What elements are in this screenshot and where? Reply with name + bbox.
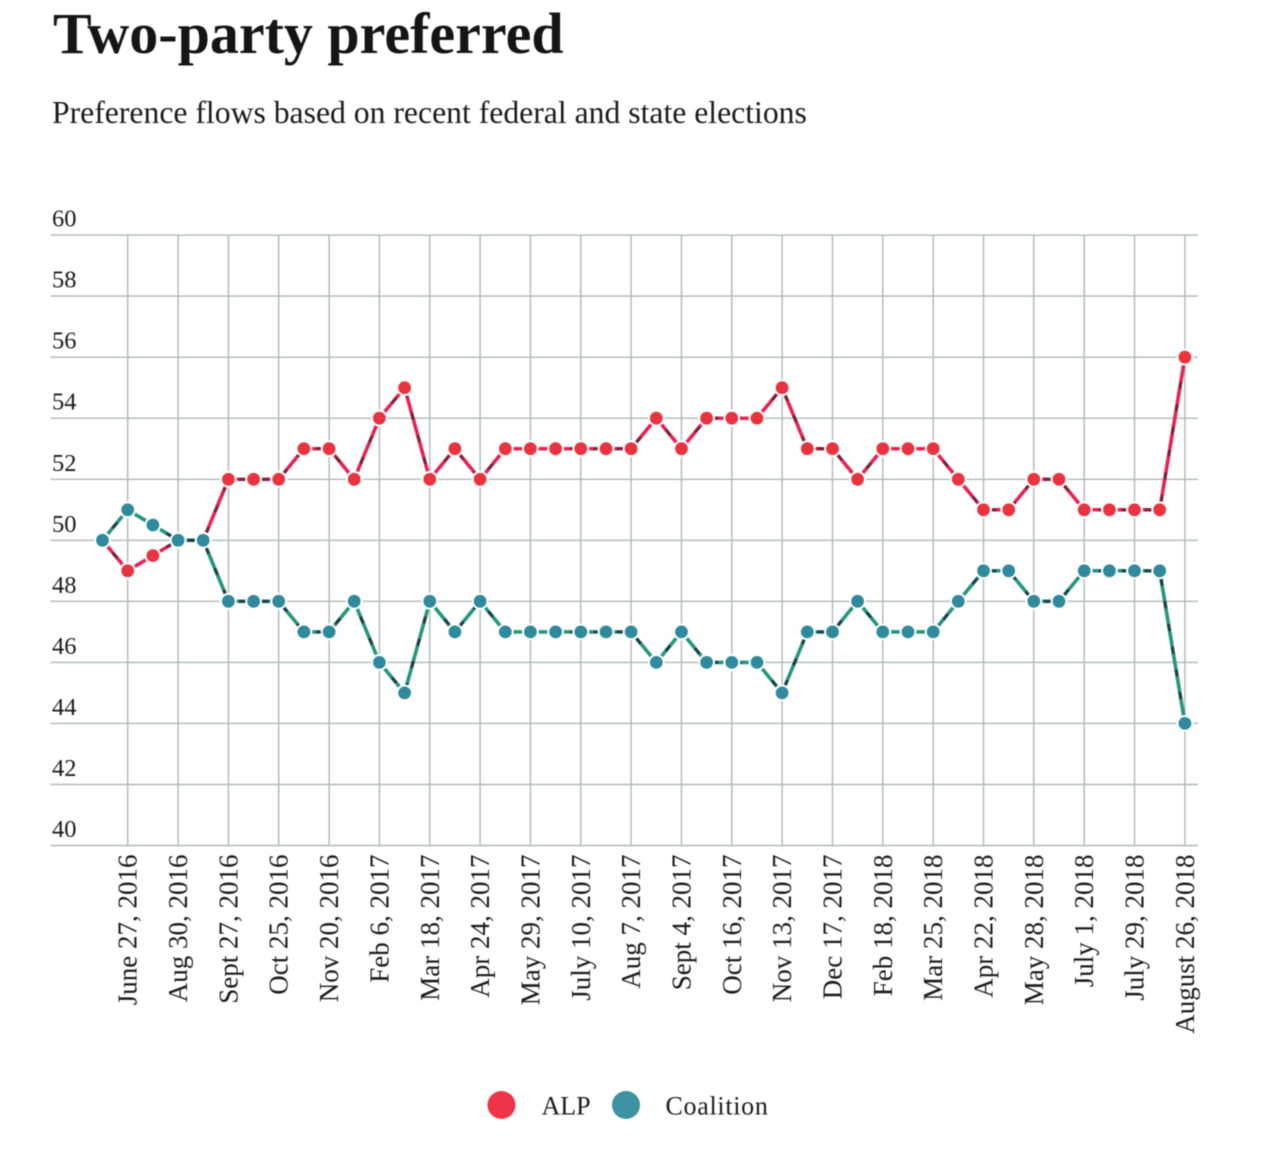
svg-text:Feb 6, 2017: Feb 6, 2017 — [364, 855, 394, 983]
svg-text:Two-party preferred: Two-party preferred — [53, 1, 564, 66]
svg-text:Coalition: Coalition — [666, 1092, 769, 1121]
svg-text:Oct 25, 2016: Oct 25, 2016 — [264, 855, 294, 995]
svg-text:48: 48 — [52, 572, 77, 599]
svg-text:Feb 18, 2018: Feb 18, 2018 — [868, 855, 898, 997]
svg-text:Dec 17, 2017: Dec 17, 2017 — [818, 855, 848, 1000]
svg-text:July 1, 2018: July 1, 2018 — [1069, 855, 1099, 988]
svg-text:46: 46 — [52, 633, 77, 660]
svg-text:Mar 18, 2017: Mar 18, 2017 — [415, 855, 445, 1001]
svg-text:50: 50 — [52, 511, 77, 538]
svg-text:Oct 16, 2017: Oct 16, 2017 — [717, 855, 747, 995]
svg-text:58: 58 — [52, 267, 77, 294]
svg-text:60: 60 — [52, 206, 77, 233]
svg-text:ALP: ALP — [542, 1092, 591, 1121]
svg-text:May 29, 2017: May 29, 2017 — [515, 855, 545, 1006]
svg-text:Apr 22, 2018: Apr 22, 2018 — [969, 855, 999, 998]
svg-text:Sept 27, 2016: Sept 27, 2016 — [213, 855, 243, 1004]
svg-text:40: 40 — [52, 816, 77, 843]
svg-text:August 26, 2018: August 26, 2018 — [1170, 855, 1200, 1034]
svg-text:Mar 25, 2018: Mar 25, 2018 — [918, 855, 948, 1001]
svg-text:May 28, 2018: May 28, 2018 — [1019, 855, 1049, 1006]
svg-text:52: 52 — [52, 450, 77, 477]
svg-text:Aug 30, 2016: Aug 30, 2016 — [163, 855, 193, 1003]
svg-text:Nov 13, 2017: Nov 13, 2017 — [767, 855, 797, 1003]
svg-text:56: 56 — [52, 328, 77, 355]
svg-text:Aug 7, 2017: Aug 7, 2017 — [616, 855, 646, 989]
svg-text:42: 42 — [52, 755, 77, 782]
svg-text:Apr 24, 2017: Apr 24, 2017 — [465, 855, 495, 998]
svg-text:44: 44 — [52, 694, 77, 721]
svg-text:Preference flows based on rece: Preference flows based on recent federal… — [52, 95, 807, 130]
svg-text:Nov 20, 2016: Nov 20, 2016 — [314, 855, 344, 1003]
svg-text:July 29, 2018: July 29, 2018 — [1120, 855, 1150, 1001]
svg-text:July 10, 2017: July 10, 2017 — [566, 855, 596, 1001]
svg-text:54: 54 — [52, 389, 77, 416]
svg-text:June 27, 2016: June 27, 2016 — [113, 855, 143, 1006]
svg-text:Sept 4, 2017: Sept 4, 2017 — [667, 855, 697, 991]
